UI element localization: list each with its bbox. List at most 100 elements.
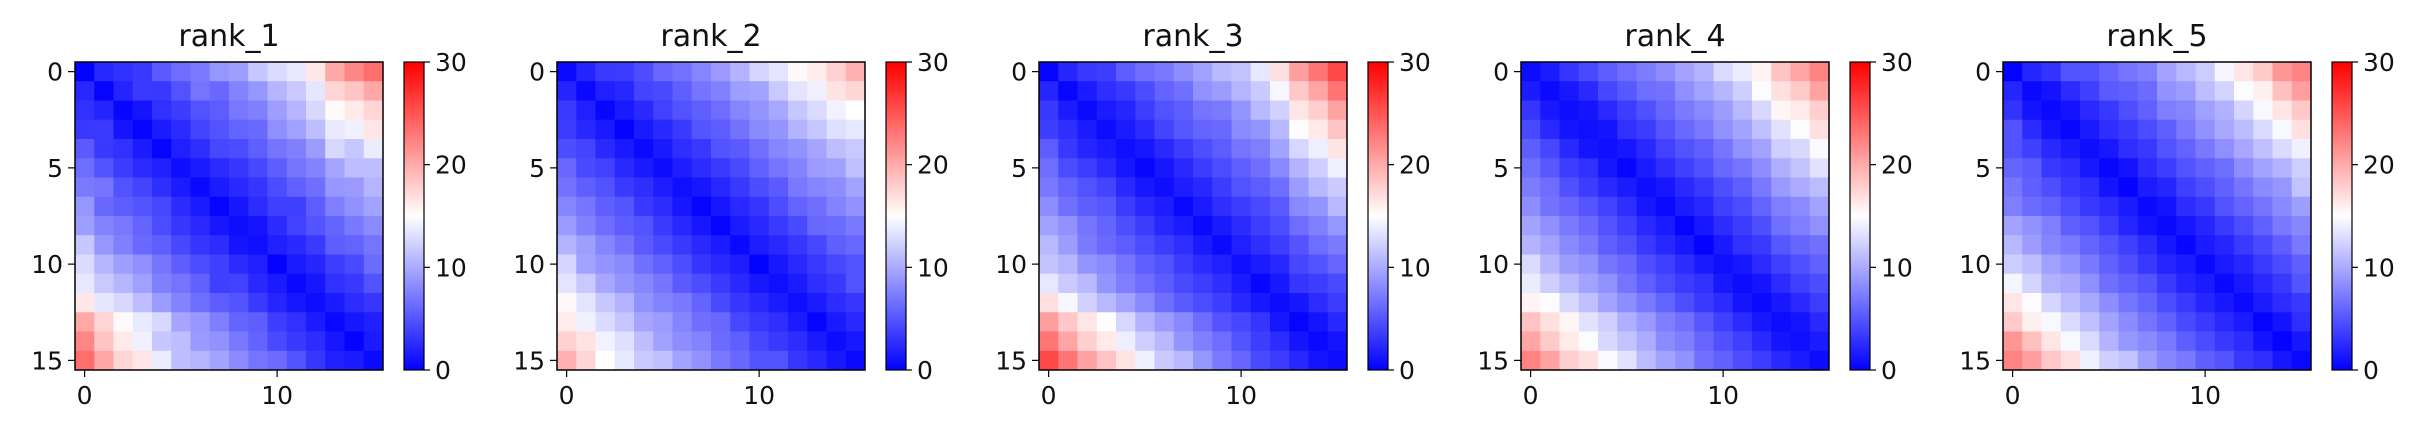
- colorbar-segment: [1850, 132, 1870, 137]
- heatmap-cell: [1193, 235, 1213, 255]
- heatmap-cell: [1655, 100, 1676, 121]
- heatmap-cell: [557, 119, 577, 140]
- heatmap-cell: [2214, 331, 2235, 352]
- heatmap-cell: [1250, 331, 1271, 352]
- heatmap-cell: [1752, 158, 1772, 178]
- heatmap-cell: [1771, 216, 1791, 236]
- colorbar-segment: [1850, 354, 1870, 359]
- heatmap-cell: [1308, 350, 1329, 371]
- colorbar-segment: [886, 268, 906, 272]
- heatmap-cell: [1250, 177, 1271, 198]
- heatmap-cell: [286, 81, 307, 101]
- colorbar-segment: [1850, 89, 1870, 94]
- colorbar-segment: [2332, 348, 2352, 352]
- heatmap-cell: [2253, 81, 2273, 101]
- colorbar-segment: [886, 228, 906, 232]
- heatmap-cell: [1752, 196, 1772, 217]
- heatmap-cell: [152, 235, 172, 255]
- heatmap-cell: [1231, 100, 1252, 121]
- heatmap-cell: [2137, 293, 2158, 313]
- colorbar-segment: [2332, 139, 2352, 143]
- colorbar-segment: [404, 348, 424, 352]
- y-tick-label: 0: [1493, 58, 1509, 87]
- heatmap-cell: [306, 119, 326, 140]
- colorbar-segment: [1368, 256, 1388, 260]
- colorbar-segment: [1368, 299, 1388, 303]
- heatmap-cell: [749, 81, 770, 101]
- heatmap-cell: [807, 254, 827, 275]
- colorbar-segment: [886, 175, 906, 180]
- heatmap-cell: [209, 139, 230, 159]
- heatmap-cell: [75, 235, 95, 255]
- colorbar-segment: [886, 283, 906, 288]
- heatmap-cell: [209, 62, 230, 82]
- heatmap-cell: [1732, 293, 1753, 313]
- heatmap-cell: [1636, 81, 1657, 101]
- heatmap-cell: [1077, 62, 1098, 82]
- heatmap-cell: [1173, 273, 1194, 294]
- heatmap-cell: [1327, 293, 1348, 313]
- heatmap-cell: [557, 139, 577, 159]
- heatmap-cell: [653, 119, 673, 140]
- heatmap-cell: [2137, 235, 2158, 255]
- heatmap-cell: [2234, 119, 2254, 140]
- colorbar-segment: [1368, 296, 1388, 300]
- heatmap-cell: [190, 158, 211, 178]
- heatmap-cell: [94, 158, 114, 178]
- heatmap-cell: [1212, 177, 1232, 198]
- heatmap-cell: [75, 196, 95, 217]
- heatmap-cell: [595, 196, 616, 217]
- colorbar-segment: [2332, 222, 2352, 226]
- heatmap-cell: [1250, 350, 1271, 371]
- colorbar-segment: [886, 299, 906, 303]
- heatmap-cell: [1732, 196, 1753, 217]
- heatmap-cell: [672, 139, 693, 159]
- heatmap-cell: [1058, 331, 1078, 352]
- heatmap-cell: [845, 139, 866, 159]
- heatmap-cell: [1250, 119, 1271, 140]
- colorbar-segment: [2332, 283, 2352, 288]
- heatmap-cell: [1636, 273, 1657, 294]
- heatmap-cell: [190, 293, 211, 313]
- heatmap-cell: [1289, 216, 1309, 236]
- heatmap-cell: [1559, 350, 1580, 371]
- heatmap-cell: [1116, 312, 1136, 332]
- heatmap-cell: [2041, 293, 2062, 313]
- heatmap-cell: [1790, 139, 1811, 159]
- heatmap-cell: [94, 235, 114, 255]
- heatmap-cell: [2176, 196, 2196, 217]
- heatmap-cell: [1308, 254, 1329, 275]
- heatmap-cell: [1636, 158, 1657, 178]
- heatmap-cell: [2041, 62, 2062, 82]
- colorbar-tick-label: 20: [435, 151, 467, 180]
- heatmap-cell: [1270, 235, 1290, 255]
- heatmap-cell: [2157, 81, 2177, 101]
- heatmap-cell: [1771, 235, 1791, 255]
- colorbar-segment: [2332, 111, 2352, 115]
- heatmap-cell: [1173, 312, 1194, 332]
- heatmap-cell: [1270, 158, 1290, 178]
- heatmap-cell: [2003, 331, 2023, 352]
- heatmap-cell: [576, 254, 596, 275]
- colorbar-segment: [404, 148, 424, 152]
- heatmap-cell: [576, 273, 596, 294]
- heatmap-cell: [2291, 139, 2312, 159]
- colorbar-segment: [1850, 360, 1870, 365]
- colorbar-tick-label: 30: [2363, 48, 2395, 77]
- colorbar-segment: [404, 175, 424, 180]
- heatmap-cell: [248, 139, 268, 159]
- heatmap-cell: [171, 273, 191, 294]
- colorbar-segment: [2332, 293, 2352, 297]
- heatmap-cell: [1212, 350, 1232, 371]
- heatmap-cell: [614, 100, 635, 121]
- colorbar-segment: [886, 311, 906, 315]
- heatmap-cell: [344, 331, 365, 352]
- heatmap-cell: [788, 293, 808, 313]
- heatmap-cell: [2272, 273, 2293, 294]
- heatmap-cell: [1096, 350, 1117, 371]
- colorbar-segment: [1850, 185, 1870, 189]
- colorbar-segment: [1850, 86, 1870, 91]
- colorbar-segment: [404, 92, 424, 97]
- heatmap-cell: [788, 235, 808, 255]
